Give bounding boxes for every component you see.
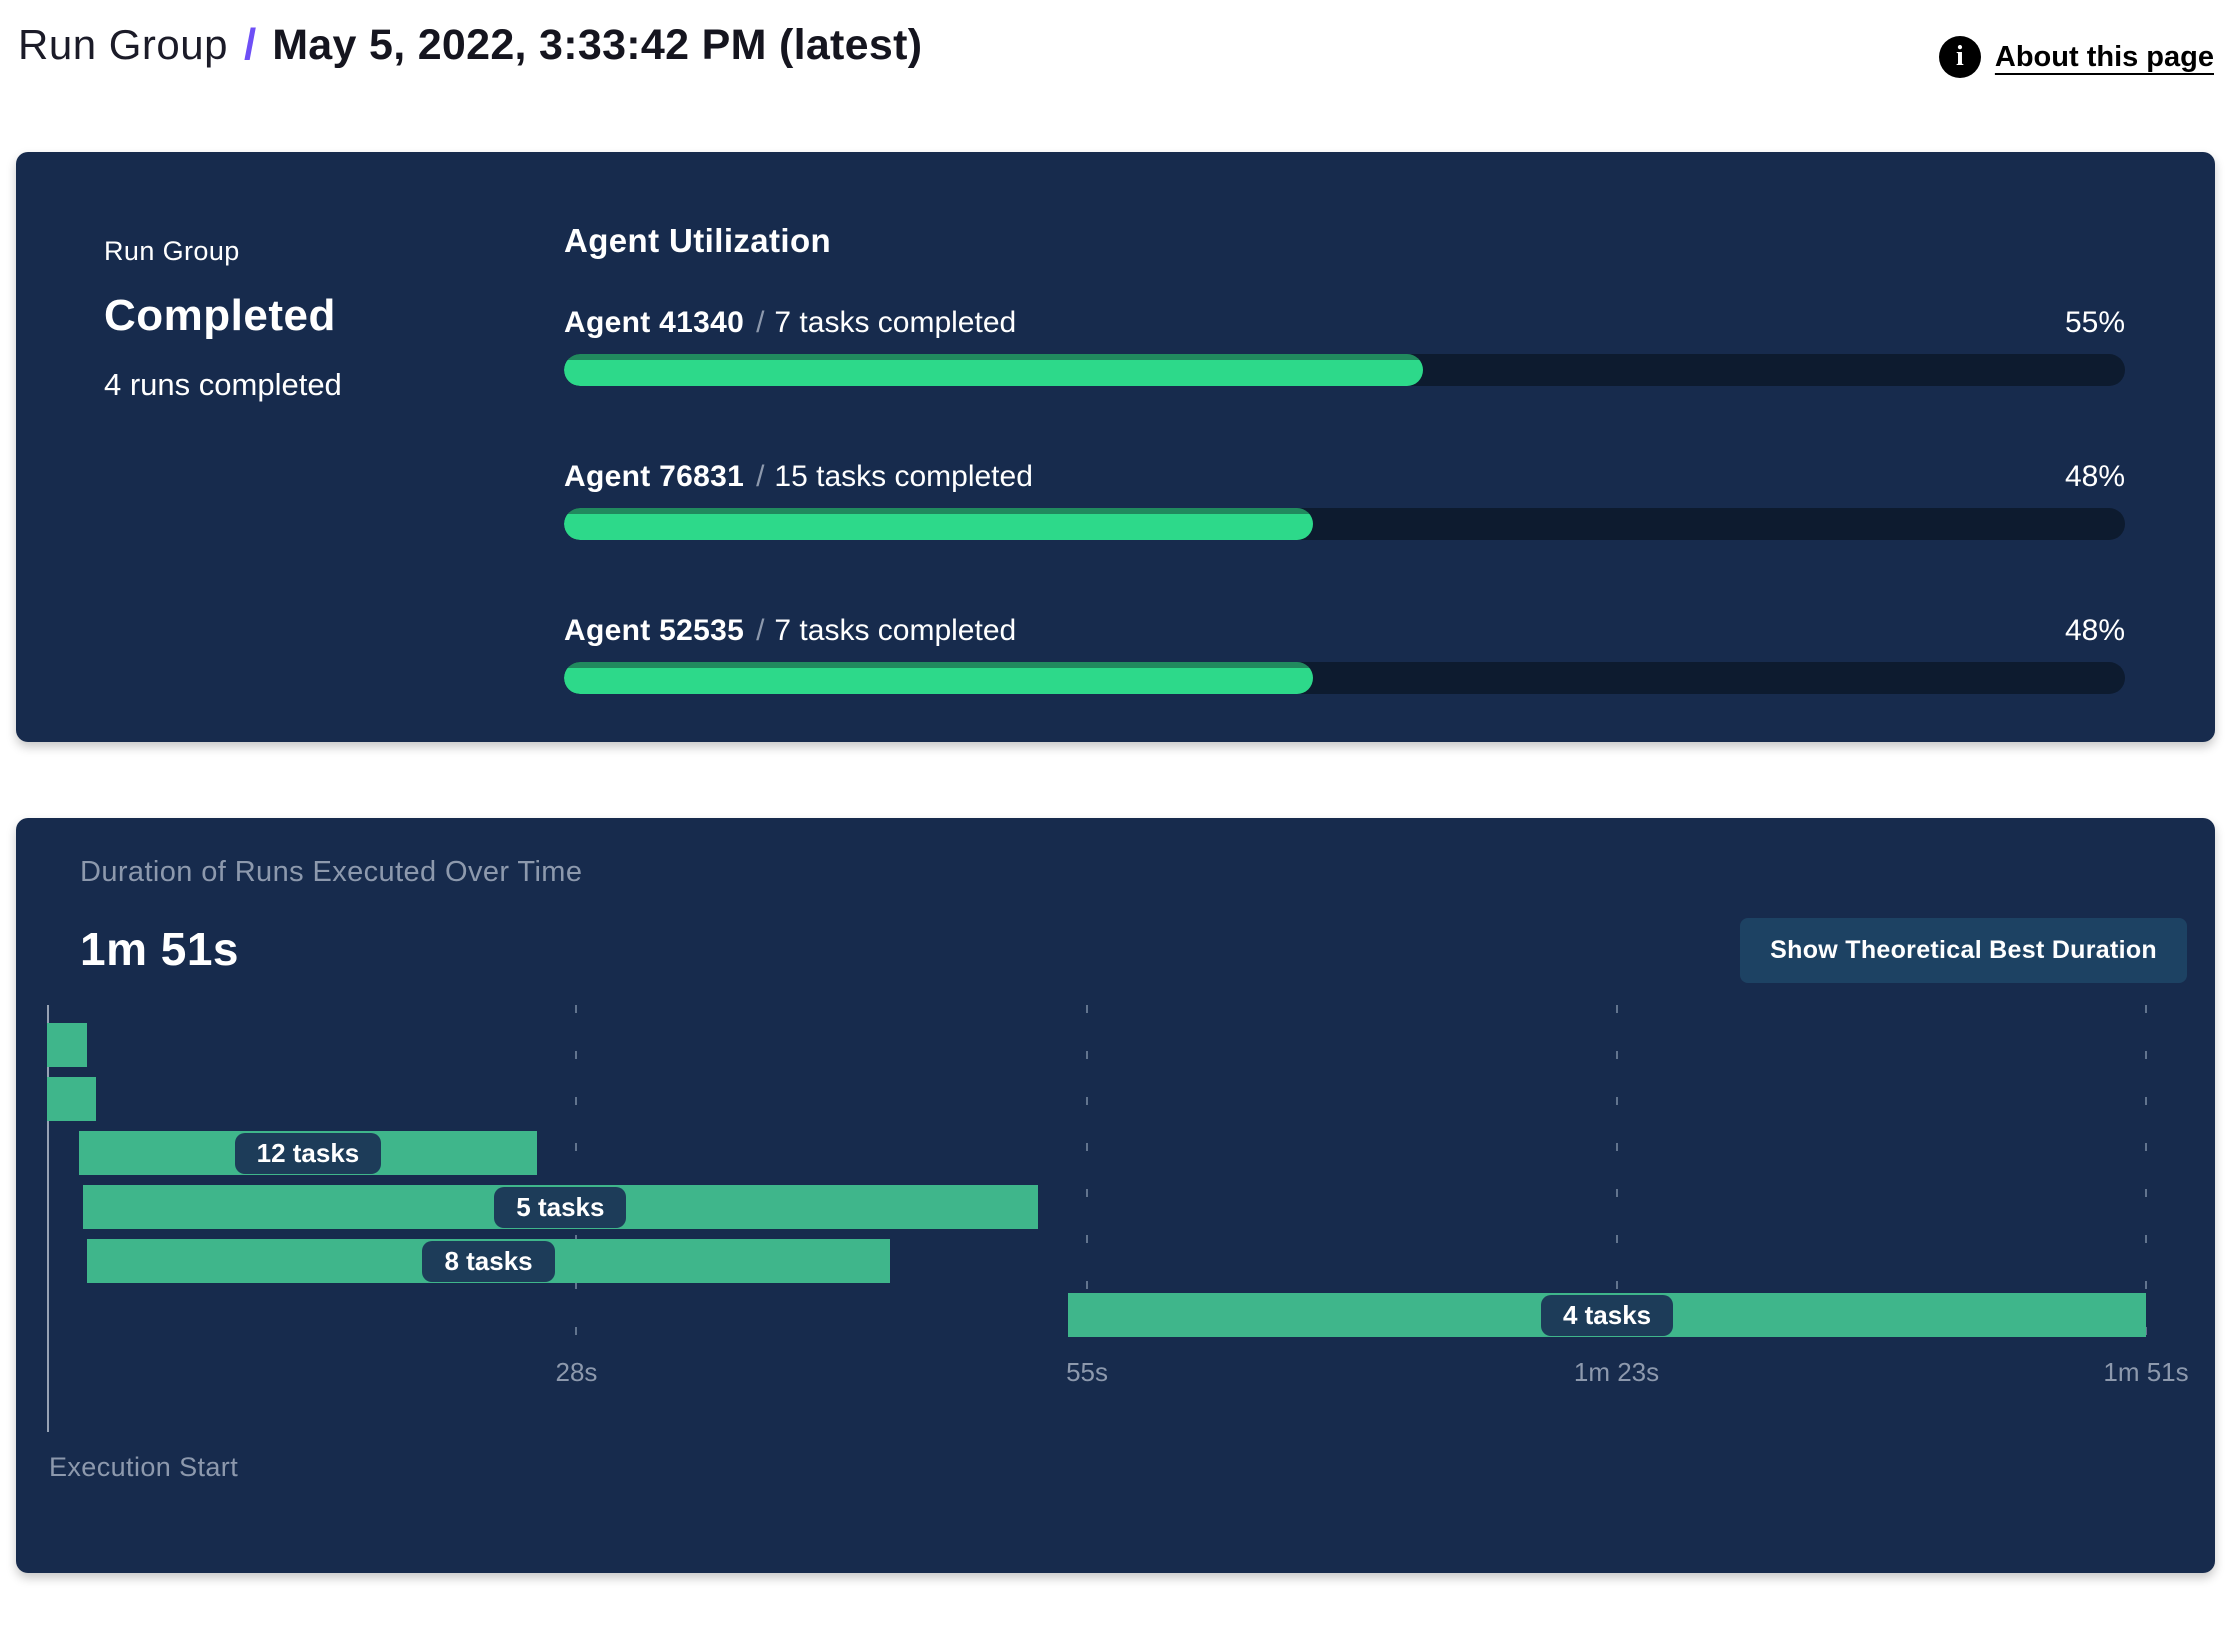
run-bar[interactable]: 4 tasks (1068, 1293, 2146, 1337)
axis-tick-label: 55s (1066, 1357, 1108, 1387)
utilization-progress-fill (564, 662, 1314, 694)
agent-utilization-row: Agent 41340 / 7 tasks completed 55% (564, 306, 2125, 386)
run-bar[interactable] (47, 1023, 87, 1067)
task-count-label: 5 tasks (494, 1186, 627, 1228)
run-bar[interactable]: 12 tasks (79, 1131, 537, 1175)
agent-caption-separator: / (756, 460, 765, 493)
breadcrumb-separator: / (243, 20, 257, 69)
run-group-summary-panel: Run Group Completed 4 runs completed Age… (16, 152, 2215, 742)
agent-utilization-row: Agent 76831 / 15 tasks completed 48% (564, 460, 2125, 540)
run-bar[interactable]: 8 tasks (86, 1239, 891, 1283)
task-count-label: 12 tasks (234, 1132, 382, 1174)
run-group-status: Completed (104, 291, 336, 340)
chart-gridline (1615, 1005, 1618, 1350)
utilization-progress-track (564, 662, 2125, 694)
agent-id: Agent 76831 (564, 460, 745, 493)
chart-gridline (2145, 1005, 2147, 1350)
about-link[interactable]: About this page (1994, 40, 2214, 73)
chart-gridline (1086, 1005, 1089, 1350)
agent-utilization-percent: 55% (2064, 306, 2125, 339)
gantt-bars: 12 tasks 5 tasks 8 tasks 4 tasks (47, 1023, 2146, 1347)
agent-id: Agent 41340 (564, 306, 745, 339)
agent-tasks-completed: 7 tasks completed (774, 306, 1017, 339)
agent-utilization-row: Agent 52535 / 7 tasks completed 48% (564, 614, 2125, 694)
agent-row-caption: Agent 52535 / 7 tasks completed (564, 614, 1016, 648)
execution-start-axis-line (47, 1005, 49, 1432)
gantt-row: 12 tasks (47, 1131, 2146, 1175)
agent-utilization-block: Agent Utilization Agent 41340 / 7 tasks co… (564, 222, 2125, 742)
agent-utilization-rows: Agent 41340 / 7 tasks completed 55% Agent 76… (564, 306, 2125, 694)
agent-caption-separator: / (756, 306, 765, 339)
run-bar[interactable]: 5 tasks (82, 1185, 1038, 1229)
duration-panel: Duration of Runs Executed Over Time 1m 5… (16, 818, 2215, 1573)
utilization-progress-fill (564, 354, 1423, 386)
duration-gantt-chart: 12 tasks 5 tasks 8 tasks 4 tasks (47, 1005, 2147, 1432)
gantt-row: 8 tasks (47, 1239, 2146, 1283)
gantt-row (47, 1077, 2146, 1121)
show-theoretical-best-duration-button[interactable]: Show Theoretical Best Duration (1740, 918, 2187, 983)
agent-row-labels: Agent 41340 / 7 tasks completed 55% (564, 306, 2125, 340)
agent-row-caption: Agent 41340 / 7 tasks completed (564, 306, 1016, 340)
utilization-progress-track (564, 354, 2125, 386)
agent-row-caption: Agent 76831 / 15 tasks completed (564, 460, 1033, 494)
chart-gridline (575, 1005, 578, 1350)
run-group-label: Run Group (104, 236, 240, 266)
task-count-label: 4 tasks (1540, 1294, 1674, 1336)
gantt-row: 5 tasks (47, 1185, 2146, 1229)
agent-tasks-completed: 15 tasks completed (774, 460, 1033, 493)
run-group-status-block: Run Group Completed 4 runs completed (104, 222, 564, 742)
agent-row-labels: Agent 52535 / 7 tasks completed 48% (564, 614, 2125, 648)
execution-start-label: Execution Start (49, 1452, 239, 1482)
gantt-row: 4 tasks (47, 1293, 2146, 1337)
page-title: May 5, 2022, 3:33:42 PM (latest) (272, 21, 923, 69)
agent-utilization-heading: Agent Utilization (564, 222, 832, 259)
axis-tick-label: 28s (555, 1357, 598, 1387)
agent-utilization-percent: 48% (2064, 614, 2125, 647)
agent-id: Agent 52535 (564, 614, 745, 647)
runs-completed-text: 4 runs completed (104, 367, 342, 402)
task-count-label: 8 tasks (422, 1240, 555, 1282)
agent-caption-separator: / (756, 614, 765, 647)
breadcrumb: Run Group / May 5, 2022, 3:33:42 PM (lat… (18, 14, 922, 70)
agent-utilization-percent: 48% (2064, 460, 2125, 493)
total-duration-value: 1m 51s (80, 923, 240, 975)
duration-chart-title: Duration of Runs Executed Over Time (80, 856, 583, 888)
axis-tick-label: 1m 23s (1573, 1357, 1660, 1387)
page-header: Run Group / May 5, 2022, 3:33:42 PM (lat… (0, 0, 2240, 138)
breadcrumb-run-group[interactable]: Run Group (18, 21, 228, 68)
utilization-progress-fill (564, 508, 1314, 540)
gantt-row (47, 1023, 2146, 1067)
about-this-page[interactable]: i About this page (1938, 36, 2214, 78)
agent-row-labels: Agent 76831 / 15 tasks completed 48% (564, 460, 2125, 494)
info-icon: i (1938, 36, 1981, 78)
agent-tasks-completed: 7 tasks completed (774, 614, 1017, 647)
time-axis-labels: 28s 55s 1m 23s 1m 51s (47, 1357, 2189, 1397)
utilization-progress-track (564, 508, 2125, 540)
run-bar[interactable] (47, 1077, 97, 1121)
axis-tick-label: 1m 51s (2103, 1357, 2189, 1387)
